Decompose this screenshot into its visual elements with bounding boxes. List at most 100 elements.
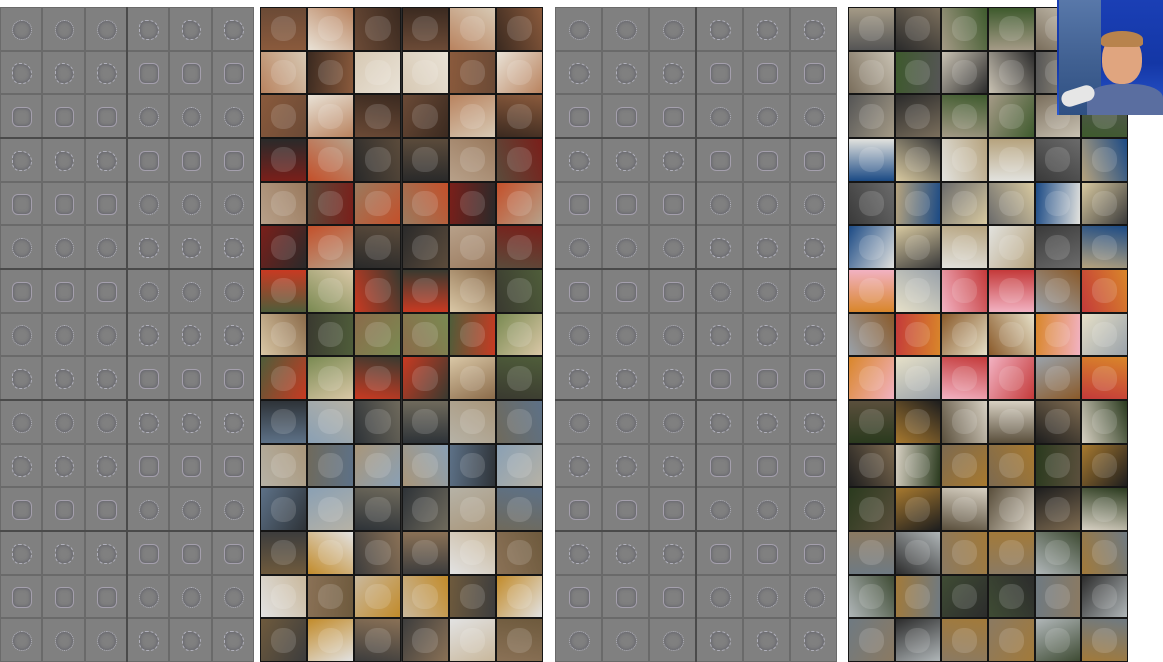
image-patch: [307, 7, 355, 51]
deconv-feature-mark: [803, 63, 826, 84]
deconv-feature-mark: [96, 325, 117, 346]
deconv-feature-tile: [42, 443, 85, 488]
image-patch-subject: [506, 103, 533, 129]
image-patch-subject: [998, 583, 1024, 609]
deconv-feature-mark: [12, 63, 33, 84]
image-patch: [941, 574, 988, 619]
image-patch: [1034, 138, 1082, 182]
image-patch-subject: [318, 16, 344, 42]
deconv-feature-tile: [42, 269, 85, 313]
image-patch-subject: [858, 540, 884, 566]
image-patch-subject: [905, 234, 931, 260]
image-patch: [354, 225, 402, 269]
deconv-feature-mark: [803, 499, 826, 521]
deconv-feature-mark: [662, 412, 685, 433]
deconv-feature-mark: [223, 587, 244, 608]
image-patch-subject: [506, 16, 533, 42]
image-patch: [307, 225, 355, 269]
deconv-feature-tile: [555, 225, 602, 269]
deconv-feature-tile: [696, 574, 743, 619]
deconv-feature-tile: [649, 94, 696, 138]
deconv-feature-mark: [223, 543, 244, 564]
deconv-feature-tile: [743, 50, 790, 95]
image-patch: [307, 269, 355, 313]
image-patch-subject: [459, 59, 485, 85]
deconv-feature-tile: [169, 225, 212, 269]
image-patch: [495, 7, 543, 51]
deconv-feature-mark: [803, 456, 826, 477]
deconv-feature-mark: [181, 412, 202, 433]
image-patches-panel-left: [260, 7, 543, 662]
image-patch: [988, 531, 1035, 575]
image-patch: [401, 7, 449, 51]
deconv-feature-tile: [0, 50, 43, 95]
deconv-feature-mark: [803, 543, 826, 564]
image-patch-subject: [412, 59, 438, 85]
deconv-feature-mark: [54, 19, 75, 40]
image-patch: [1081, 531, 1128, 575]
deconv-feature-tile: [743, 356, 790, 400]
image-patch: [260, 531, 308, 575]
deconv-feature-tile: [790, 225, 837, 269]
deconv-feature-tile: [790, 356, 837, 400]
deconv-feature-tile: [602, 7, 649, 51]
deconv-feature-tile: [127, 94, 170, 138]
deconv-feature-tile: [649, 574, 696, 619]
deconv-feature-tile: [602, 181, 649, 226]
image-patch: [448, 50, 496, 95]
image-patch-subject: [1045, 147, 1071, 173]
deconv-feature-mark: [568, 412, 591, 433]
image-patch-subject: [905, 278, 931, 304]
image-patch: [941, 50, 988, 95]
image-patch: [941, 225, 988, 269]
image-patch-subject: [459, 452, 485, 478]
image-patch: [401, 574, 449, 619]
image-patch-subject: [365, 321, 391, 347]
image-patch-subject: [998, 452, 1024, 478]
image-patch: [1081, 356, 1128, 400]
image-patch: [848, 312, 895, 357]
image-patch: [307, 50, 355, 95]
deconv-feature-mark: [709, 106, 732, 128]
deconv-feature-tile: [649, 50, 696, 95]
deconv-feature-tile: [84, 181, 127, 226]
deconv-feature-tile: [696, 225, 743, 269]
deconv-feature-mark: [662, 325, 685, 346]
deconv-feature-mark: [615, 106, 638, 128]
image-patch-subject: [998, 278, 1024, 304]
deconv-feature-mark: [756, 19, 779, 40]
image-patch-subject: [270, 147, 297, 173]
image-patch-subject: [365, 583, 391, 609]
image-patch-subject: [318, 59, 344, 85]
image-patch-subject: [506, 147, 533, 173]
deconv-feature-mark: [756, 630, 779, 652]
deconv-feature-tile: [84, 487, 127, 531]
deconv-feature-tile: [696, 400, 743, 444]
image-patch-subject: [1092, 583, 1118, 609]
deconv-feature-tile: [127, 50, 170, 95]
image-patch-subject: [270, 496, 297, 522]
image-patch-subject: [952, 409, 978, 435]
deconv-feature-tile: [602, 618, 649, 662]
webcam-presenter-hair: [1101, 31, 1143, 47]
deconv-feature-tile: [0, 531, 43, 575]
image-patch-subject: [318, 452, 344, 478]
deconv-feature-mark: [181, 106, 202, 128]
image-patch-subject: [858, 365, 884, 391]
image-patch: [354, 7, 402, 51]
image-patch-subject: [506, 190, 533, 216]
deconv-feature-mark: [181, 499, 202, 521]
image-patch: [495, 531, 543, 575]
deconv-feature-mark: [568, 456, 591, 477]
deconv-feature-tile: [555, 138, 602, 182]
image-patch: [448, 225, 496, 269]
image-patch: [448, 181, 496, 226]
image-patch-subject: [270, 365, 297, 391]
deconv-feature-tile: [127, 400, 170, 444]
deconv-feature-mark: [96, 63, 117, 84]
image-patch: [941, 181, 988, 226]
image-patch: [495, 138, 543, 182]
deconv-feature-tile: [555, 356, 602, 400]
image-patch: [448, 400, 496, 444]
image-patch: [1034, 181, 1082, 226]
